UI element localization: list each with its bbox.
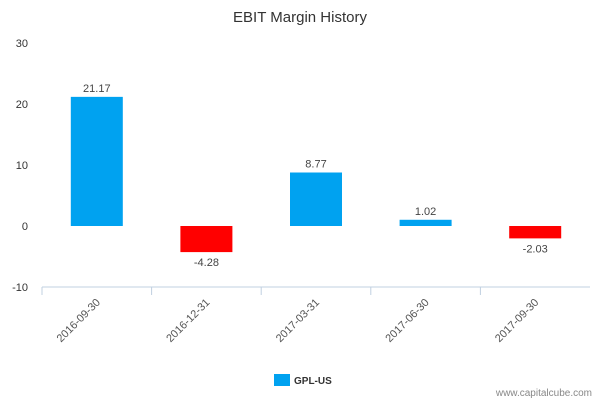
legend[interactable]: GPL-US: [274, 374, 332, 387]
chart-title: EBIT Margin History: [233, 9, 367, 26]
y-tick-label: 20: [16, 99, 28, 111]
y-axis-ticks: 30 20 10 0 -10: [12, 38, 28, 294]
data-label-2016-09-30: 21.17: [83, 83, 111, 95]
x-tick-label-2017-09-30: 2017-09-30: [493, 297, 541, 345]
y-tick-label: 30: [16, 38, 28, 50]
x-tick-label-2016-09-30: 2016-09-30: [55, 297, 103, 345]
bar-2016-12-31[interactable]: [180, 226, 233, 253]
data-labels: 21.17 -4.28 8.77 1.02 -2.03: [83, 83, 548, 269]
bars: [70, 96, 562, 253]
data-label-2017-03-31: 8.77: [305, 159, 326, 171]
watermark-text: www.capitalcube.com: [495, 388, 592, 399]
x-tick-label-2017-06-30: 2017-06-30: [383, 297, 431, 345]
data-label-2016-12-31: -4.28: [194, 257, 219, 269]
y-tick-label: -10: [12, 282, 28, 294]
data-label-2017-06-30: 1.02: [415, 206, 436, 218]
y-tick-label: 10: [16, 160, 28, 172]
data-label-2017-09-30: -2.03: [523, 243, 548, 255]
legend-label-gpl-us: GPL-US: [294, 376, 332, 387]
x-tick-label-2016-12-31: 2016-12-31: [164, 297, 212, 345]
bar-2017-03-31[interactable]: [290, 172, 342, 226]
x-axis-ticks: 2016-09-30 2016-12-31 2017-03-31 2017-06-30…: [41, 287, 541, 345]
bar-2017-09-30[interactable]: [509, 226, 562, 239]
legend-swatch-gpl-us: [274, 374, 290, 386]
bar-2017-06-30[interactable]: [399, 219, 452, 226]
y-tick-label: 0: [22, 221, 28, 233]
bar-2016-09-30[interactable]: [70, 96, 123, 226]
x-tick-label-2017-03-31: 2017-03-31: [274, 297, 322, 345]
